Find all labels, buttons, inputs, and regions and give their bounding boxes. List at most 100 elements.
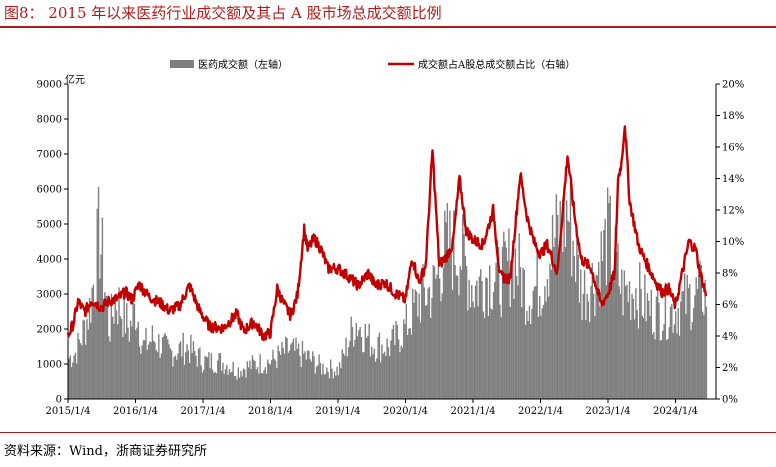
bar — [558, 247, 560, 399]
bar — [392, 324, 395, 399]
bar — [294, 350, 296, 399]
bar — [583, 270, 586, 399]
bar — [632, 298, 635, 399]
bar — [551, 215, 554, 399]
bar — [319, 362, 322, 399]
bar — [126, 303, 128, 399]
left-tick-label: 8000 — [37, 115, 62, 126]
bar — [412, 288, 414, 399]
bar — [450, 253, 452, 399]
bar — [336, 366, 338, 399]
bar — [623, 270, 626, 399]
left-axis-unit: 亿元 — [65, 73, 85, 86]
bar — [568, 222, 570, 399]
bar — [85, 344, 87, 399]
bar — [410, 334, 413, 399]
bar — [472, 301, 474, 399]
bar — [201, 372, 204, 399]
bar — [152, 340, 155, 399]
bar — [263, 370, 265, 399]
bar — [140, 353, 142, 399]
bar — [74, 352, 77, 399]
x-tick-label: 2021/1/4 — [451, 406, 496, 417]
bar — [119, 316, 122, 399]
bar — [329, 359, 332, 399]
bar — [335, 375, 337, 399]
bar — [238, 377, 241, 399]
bar — [156, 352, 159, 399]
bar — [182, 332, 184, 399]
bar — [167, 339, 169, 399]
bar — [92, 284, 95, 399]
bar — [646, 293, 649, 399]
left-tick-label: 5000 — [37, 220, 62, 231]
x-tick-label: 2016/1/4 — [113, 406, 158, 417]
bar — [232, 361, 234, 399]
bar — [226, 364, 228, 399]
bar — [332, 378, 334, 399]
bar — [131, 326, 133, 399]
bar — [631, 293, 633, 399]
bar — [671, 303, 673, 399]
bar — [170, 350, 173, 399]
bar — [699, 260, 701, 399]
bar — [288, 350, 291, 399]
bar — [506, 261, 509, 399]
bar — [390, 340, 392, 399]
bar — [453, 210, 455, 399]
bar — [135, 330, 137, 399]
bar — [206, 357, 209, 399]
bar — [253, 359, 255, 399]
x-tick-label: 2019/1/4 — [316, 406, 361, 417]
bar — [214, 371, 216, 399]
bar — [473, 307, 476, 399]
bar — [503, 231, 505, 399]
bar — [347, 347, 350, 399]
bar — [142, 340, 145, 399]
bar — [435, 278, 437, 399]
bar — [509, 306, 511, 399]
bar — [379, 362, 382, 399]
bar — [495, 262, 497, 399]
left-tick-label: 2000 — [37, 325, 62, 336]
right-tick-label: 8% — [722, 269, 738, 280]
bar — [564, 246, 567, 399]
bar — [496, 239, 499, 399]
bar — [145, 327, 147, 399]
bar — [273, 358, 275, 399]
bar — [626, 284, 628, 399]
bar — [582, 293, 585, 399]
bar — [550, 269, 552, 399]
bar — [345, 337, 347, 399]
bar — [486, 278, 488, 399]
bar — [463, 233, 465, 399]
bar — [655, 296, 658, 399]
bar — [326, 367, 328, 399]
bar — [396, 324, 399, 399]
bar — [272, 349, 274, 399]
bar — [161, 337, 164, 399]
bar — [218, 353, 220, 399]
bar — [213, 373, 215, 399]
bar — [188, 362, 191, 399]
bar — [136, 327, 138, 399]
bar — [436, 274, 438, 399]
bar — [360, 336, 363, 399]
bar — [521, 307, 523, 399]
bar — [649, 315, 651, 399]
bar — [200, 365, 202, 399]
legend-bar-swatch — [170, 60, 194, 68]
bar-series — [68, 182, 708, 399]
bar — [476, 280, 478, 399]
bar — [462, 214, 464, 399]
bar — [446, 203, 449, 399]
bar — [467, 310, 469, 399]
bar — [576, 238, 578, 399]
bar — [258, 373, 260, 399]
bar — [362, 352, 364, 399]
bar — [639, 262, 641, 399]
bar — [427, 288, 429, 399]
bar — [698, 275, 700, 399]
bar — [556, 214, 559, 399]
bar — [376, 358, 378, 399]
